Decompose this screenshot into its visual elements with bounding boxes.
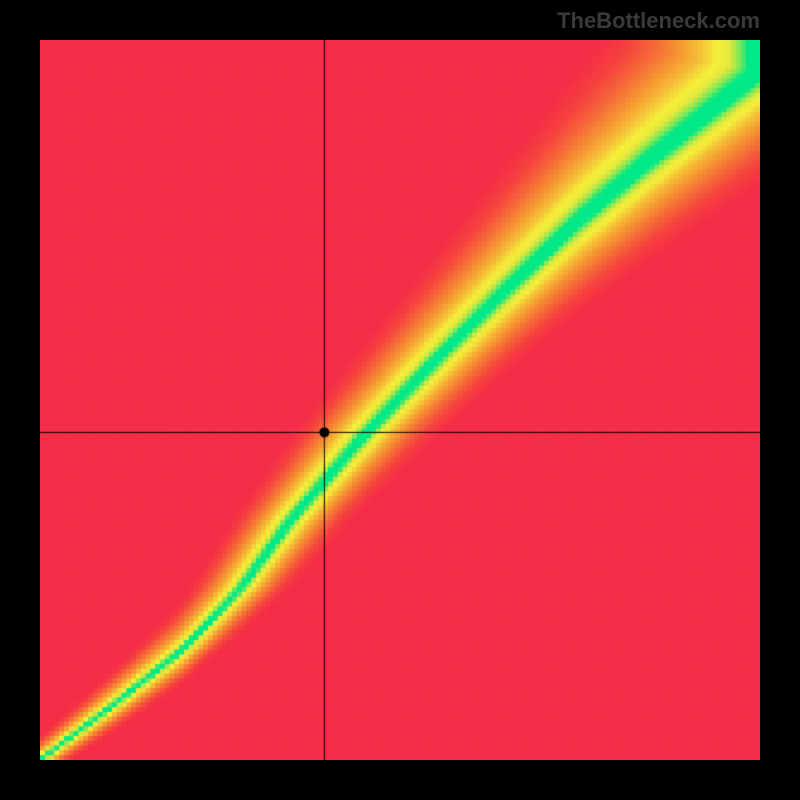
heatmap-canvas xyxy=(40,40,760,760)
chart-container: TheBottleneck.com xyxy=(0,0,800,800)
watermark-text: TheBottleneck.com xyxy=(557,8,760,34)
